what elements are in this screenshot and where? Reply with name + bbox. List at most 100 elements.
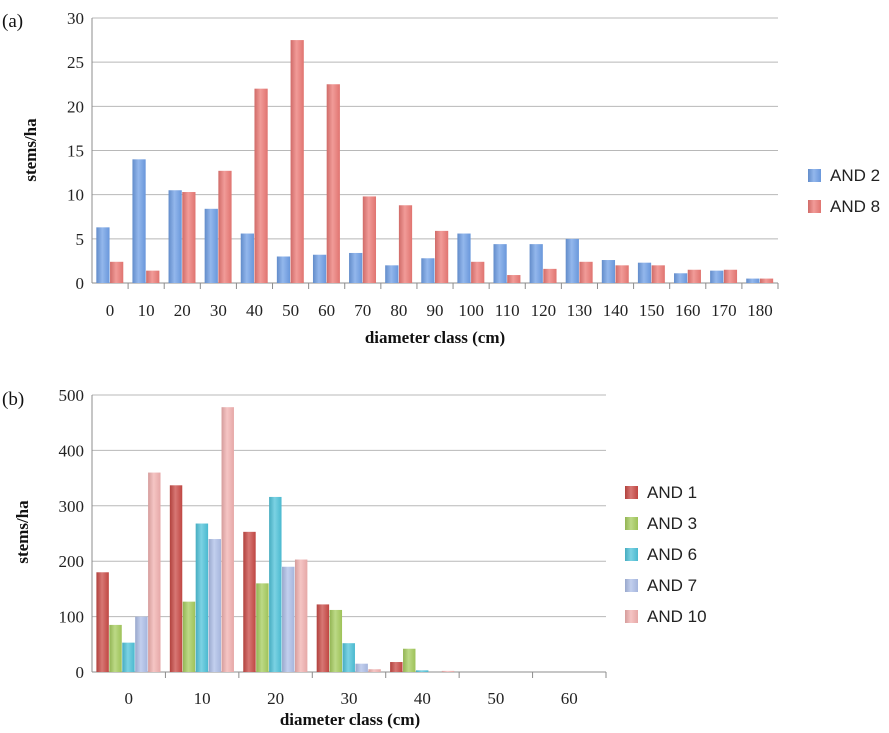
- bar: [204, 208, 218, 283]
- bar: [182, 601, 196, 672]
- bar: [342, 643, 355, 672]
- bar: [565, 238, 579, 283]
- bar: [368, 669, 381, 672]
- bar: [674, 273, 688, 283]
- bar: [132, 159, 146, 283]
- bar: [493, 244, 507, 283]
- x-tick-label: 90: [427, 301, 444, 320]
- x-tick-label: 150: [639, 301, 665, 320]
- bar: [240, 233, 254, 283]
- panel-a-x-tick-labels: 0 10 20 30 40 50 60 70 80 90 100 110 120 130 140 150 160…: [106, 301, 773, 320]
- legend-swatch: [625, 548, 638, 561]
- x-tick-label: 100: [458, 301, 484, 320]
- bar: [218, 170, 232, 283]
- bar: [326, 84, 340, 283]
- legend-swatch: [808, 200, 821, 213]
- bar: [637, 262, 652, 283]
- legend-label: AND 6: [647, 545, 697, 564]
- bar: [746, 278, 760, 283]
- legend-swatch: [625, 610, 638, 623]
- x-tick-label: 40: [414, 689, 431, 708]
- panel-b-y-tick-labels: 0 100 200 300 400 500: [59, 386, 85, 682]
- panel-b-x-tick-labels: 0 10 20 30 40 50 60: [124, 689, 577, 708]
- bar: [243, 531, 256, 672]
- bar: [195, 523, 209, 672]
- bar: [146, 270, 160, 283]
- bar: [723, 269, 738, 283]
- x-tick-label: 120: [531, 301, 557, 320]
- bar: [282, 566, 295, 672]
- x-tick-label: 60: [561, 689, 578, 708]
- bar: [507, 275, 521, 283]
- bar: [710, 270, 724, 283]
- y-tick-label: 100: [59, 608, 85, 627]
- bar: [294, 559, 308, 672]
- bar: [687, 269, 701, 283]
- panel-a-y-axis-title: stems/ha: [21, 118, 40, 182]
- bar: [355, 663, 368, 672]
- x-tick-label: 180: [747, 301, 773, 320]
- panel-b-chart: (b) 0 100 200 300 400 500 0 10 20 30 40 50 60 stems…: [2, 386, 707, 729]
- panel-b-x-axis-title: diameter class (cm): [280, 710, 420, 729]
- bar: [182, 192, 196, 283]
- bar: [316, 604, 330, 672]
- panel-b-gridlines: [91, 394, 607, 678]
- x-tick-label: 50: [487, 689, 504, 708]
- bar: [601, 260, 616, 283]
- legend-label: AND 2: [830, 166, 880, 185]
- y-tick-label: 200: [59, 552, 85, 571]
- bar: [148, 472, 161, 672]
- bar: [441, 670, 455, 672]
- x-tick-label: 110: [495, 301, 520, 320]
- y-tick-label: 15: [67, 142, 84, 161]
- x-tick-label: 60: [318, 301, 335, 320]
- bar: [122, 642, 135, 672]
- x-tick-label: 80: [390, 301, 407, 320]
- legend-label: AND 3: [647, 514, 697, 533]
- y-tick-label: 0: [76, 663, 85, 682]
- panel-a-x-axis-title: diameter class (cm): [365, 328, 505, 347]
- bar: [403, 648, 416, 672]
- x-tick-label: 0: [106, 301, 115, 320]
- panel-a-label: (a): [2, 11, 23, 32]
- bar: [135, 616, 148, 672]
- legend-swatch: [625, 579, 638, 592]
- bar: [615, 265, 629, 283]
- bar: [362, 196, 377, 283]
- y-tick-label: 400: [59, 441, 85, 460]
- x-tick-label: 30: [210, 301, 227, 320]
- bar: [329, 609, 343, 672]
- bar: [208, 539, 222, 672]
- x-tick-label: 70: [354, 301, 371, 320]
- x-tick-label: 10: [194, 689, 211, 708]
- panel-b-legend: AND 1 AND 3 AND 6 AND 7 AND 10: [625, 483, 707, 626]
- bar: [529, 244, 543, 283]
- panel-a-chart: (a) 0 5 10 15 20 25 30 0 10 20 30 40 50 60 70 80 90 100 1…: [2, 9, 880, 347]
- x-tick-label: 10: [138, 301, 155, 320]
- x-tick-label: 140: [603, 301, 629, 320]
- bar: [290, 40, 304, 284]
- y-tick-label: 25: [67, 53, 84, 72]
- legend-swatch: [808, 169, 821, 182]
- bar: [579, 261, 593, 283]
- x-tick-label: 30: [341, 689, 358, 708]
- legend-label: AND 7: [647, 576, 697, 595]
- bar: [96, 227, 110, 283]
- bar: [256, 583, 269, 672]
- bar: [109, 624, 122, 672]
- bar: [398, 205, 413, 283]
- bar: [96, 572, 109, 672]
- panel-b-label: (b): [2, 389, 24, 410]
- bar: [435, 230, 449, 283]
- legend-swatch: [625, 486, 638, 499]
- bar: [759, 278, 774, 283]
- y-tick-label: 5: [76, 230, 85, 249]
- bar: [415, 670, 429, 672]
- bar: [543, 268, 557, 283]
- panel-a-y-tick-labels: 0 5 10 15 20 25 30: [67, 9, 84, 293]
- bar: [421, 258, 435, 283]
- bar: [390, 662, 403, 672]
- bar: [221, 407, 234, 672]
- legend-label: AND 8: [830, 197, 880, 216]
